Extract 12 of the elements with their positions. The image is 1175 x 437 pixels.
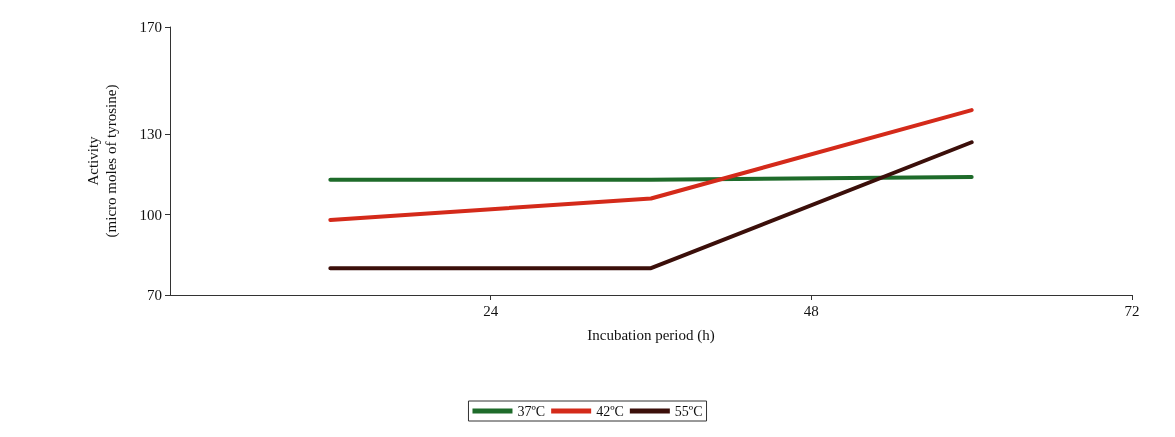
legend-label: 37ºC [517, 403, 546, 419]
y-axis-title: Activity (micro moles of tyrosine) [85, 84, 120, 238]
y-tick-label: 130 [139, 126, 162, 143]
legend-label: 55ºC [674, 403, 703, 419]
y-tick-label: 70 [147, 287, 162, 303]
y-tick-label: 170 [139, 19, 162, 35]
x-tick-label: 48 [803, 302, 819, 319]
legend-label: 42ºC [596, 403, 624, 419]
x-tick-label: 24 [483, 302, 499, 319]
x-axis-title: Incubation period (h) [587, 326, 715, 344]
x-tick-label: 72 [1124, 302, 1140, 319]
y-tick-label: 100 [139, 206, 162, 223]
